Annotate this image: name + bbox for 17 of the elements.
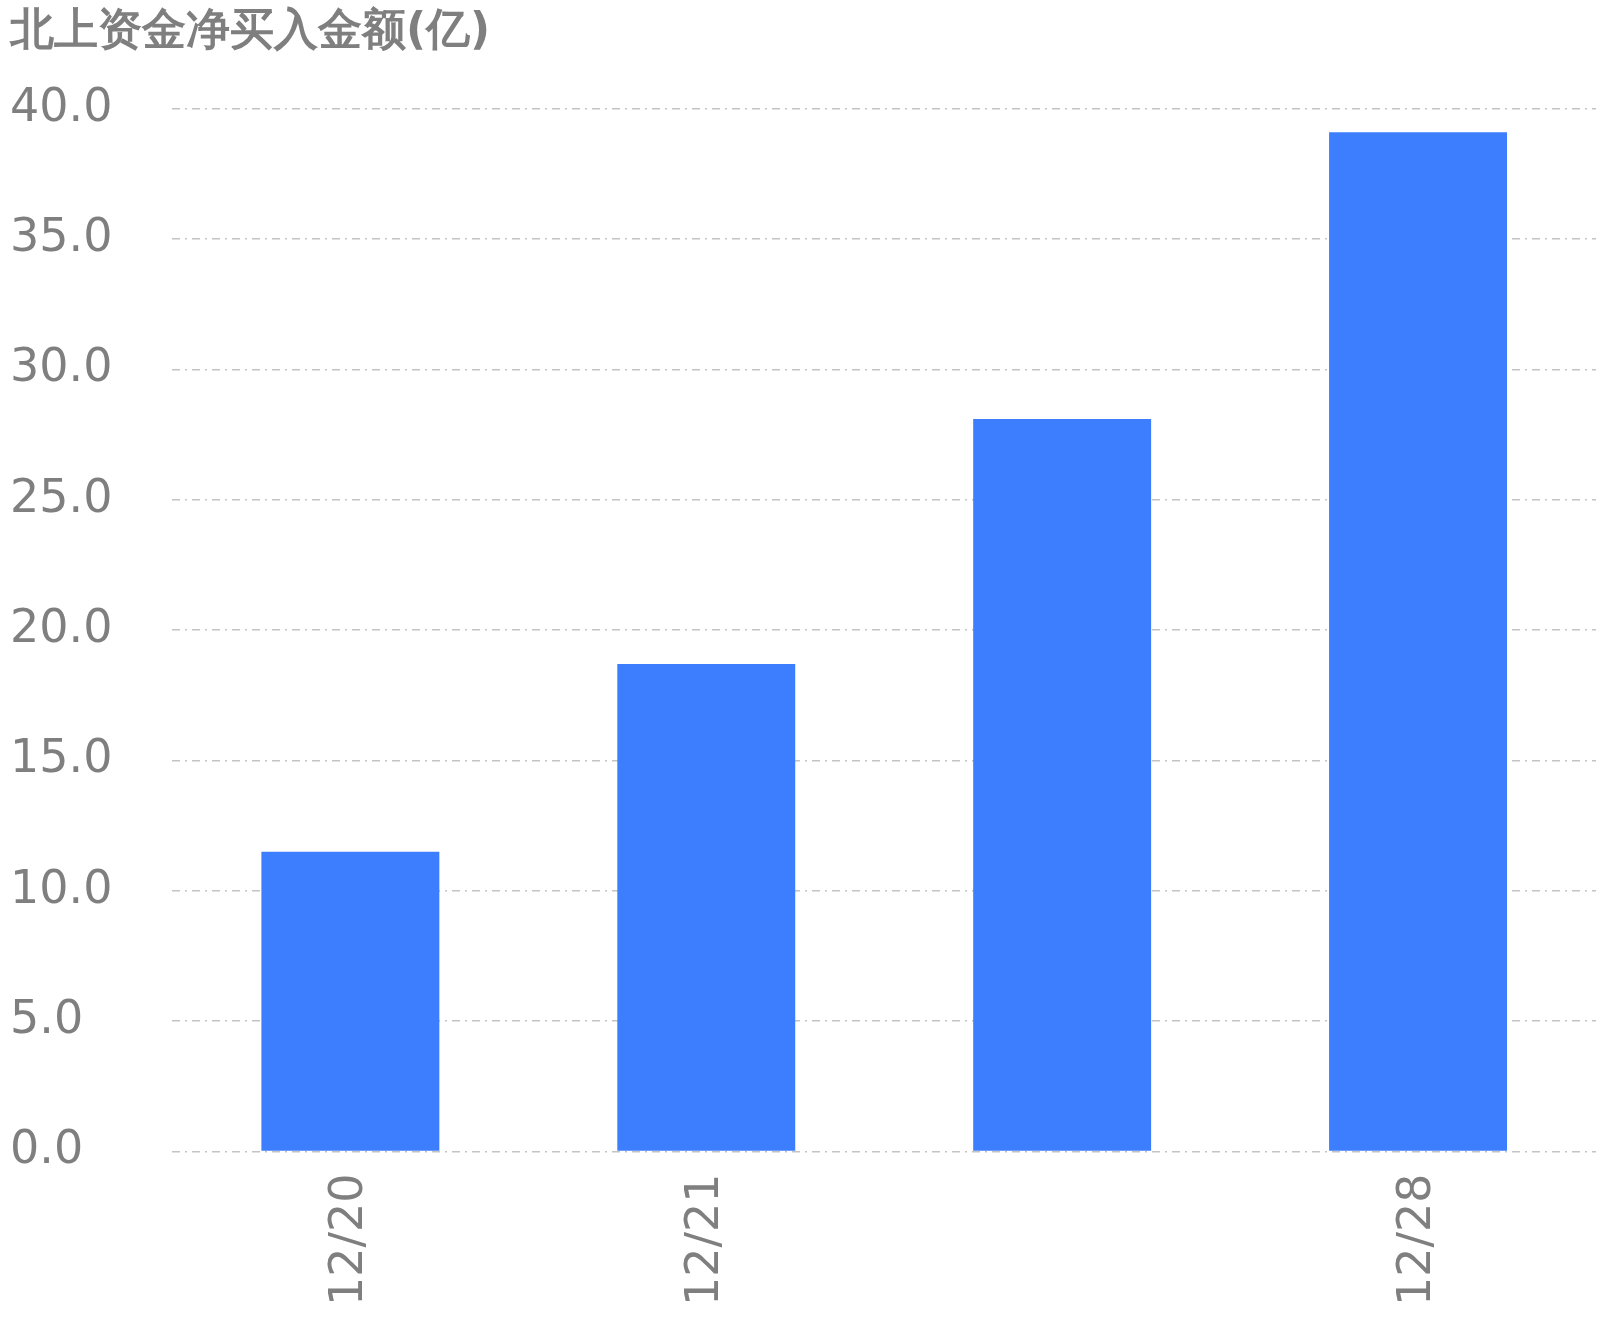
y-tick-label: 10.0 — [10, 859, 113, 914]
bar — [261, 851, 440, 1151]
y-tick-label: 5.0 — [10, 990, 84, 1045]
y-tick-label: 20.0 — [10, 599, 113, 654]
chart-title: 北上资金净买入金额(亿) — [9, 2, 491, 54]
bar — [617, 664, 796, 1151]
bar — [1329, 132, 1508, 1151]
x-tick-label: 12/21 — [675, 1173, 730, 1307]
bar — [973, 418, 1152, 1151]
y-tick-label: 0.0 — [10, 1120, 84, 1175]
y-tick-label: 25.0 — [10, 468, 113, 523]
y-tick-label: 30.0 — [10, 338, 113, 393]
x-tick-label: 12/28 — [1387, 1173, 1442, 1307]
x-tick-label: 12/20 — [319, 1173, 374, 1307]
y-tick-label: 40.0 — [10, 77, 113, 132]
y-tick-label: 15.0 — [10, 729, 113, 784]
y-tick-label: 35.0 — [10, 208, 113, 263]
